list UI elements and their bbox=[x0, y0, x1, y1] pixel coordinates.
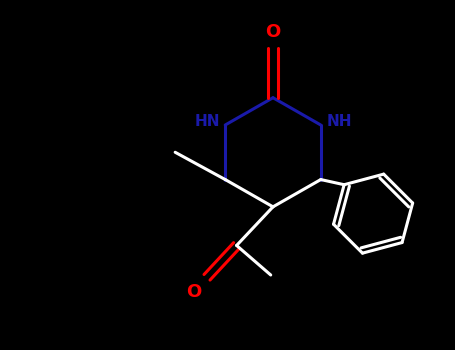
Text: O: O bbox=[265, 23, 281, 41]
Text: NH: NH bbox=[326, 114, 352, 129]
Text: HN: HN bbox=[194, 114, 220, 129]
Text: O: O bbox=[186, 283, 202, 301]
